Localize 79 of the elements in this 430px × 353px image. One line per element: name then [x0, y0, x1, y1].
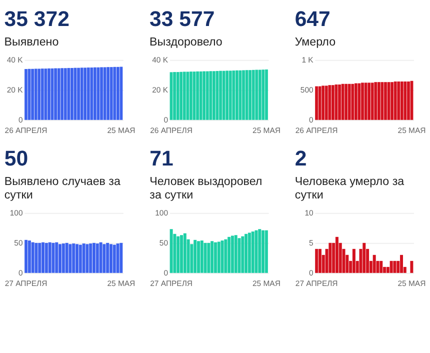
x-tick-label: 25 МАЯ: [398, 126, 426, 135]
x-tick-label: 26 АПРЕЛЯ: [150, 126, 192, 135]
y-tick-label: 500: [300, 85, 314, 94]
y-tick-label: 1 K: [302, 55, 314, 64]
y-tick-label: 0: [18, 268, 23, 278]
chart-subtitle: Выздоровело: [150, 35, 222, 48]
chart-title: 33 577: [150, 6, 215, 31]
y-tick-label: 0: [308, 268, 314, 278]
bar: [318, 248, 322, 273]
x-tick-label: 26 АПРЕЛЯ: [4, 126, 48, 135]
y-tick-label: 40 K: [6, 55, 24, 64]
y-tick-label: 100: [10, 208, 23, 218]
bar: [352, 248, 356, 273]
y-tick-label: 100: [155, 208, 168, 218]
bar: [241, 236, 244, 273]
bar: [372, 254, 376, 273]
y-tick-label: 0: [18, 115, 23, 124]
x-tick-label: 25 МАЯ: [252, 279, 280, 288]
y-tick-label: 40 K: [152, 55, 169, 64]
chart-title: 647: [294, 6, 330, 31]
bar: [214, 242, 217, 273]
bar: [194, 240, 197, 273]
x-tick-label: 25 МАЯ: [398, 279, 426, 288]
x-tick-label: 27 АПРЕЛЯ: [150, 279, 193, 288]
chart-subtitle: Выявлено случаев за сутки: [4, 174, 122, 202]
bar: [262, 230, 265, 273]
bar: [183, 233, 186, 273]
y-tick-label: 20 K: [152, 85, 169, 94]
y-tick-label: 10: [304, 208, 314, 218]
chart-subtitle: Человека умерло за сутки: [294, 174, 405, 202]
x-tick-label: 26 АПРЕЛЯ: [295, 126, 338, 135]
y-tick-label: 0: [164, 268, 168, 278]
bar: [335, 236, 338, 273]
bar: [315, 248, 318, 273]
bar: [400, 254, 404, 273]
bar: [238, 238, 241, 273]
bar: [380, 260, 383, 273]
bar: [170, 229, 173, 273]
chart-title: 35 372: [4, 6, 70, 31]
y-tick-label: 5: [308, 238, 314, 248]
bar: [248, 232, 251, 273]
x-tick-label: 25 МАЯ: [107, 126, 136, 135]
x-tick-label: 27 АПРЕЛЯ: [4, 279, 48, 288]
bar: [204, 242, 207, 273]
y-tick-label: 50: [159, 238, 168, 248]
chart-title: 71: [150, 146, 174, 170]
bar: [224, 239, 228, 273]
bar: [220, 240, 224, 273]
bar: [176, 236, 180, 273]
bar: [234, 235, 238, 273]
bar: [328, 242, 332, 273]
bar: [228, 236, 231, 273]
bar: [390, 260, 393, 273]
chart-title: 2: [294, 146, 307, 170]
chart-subtitle: Человек выздоровел за сутки: [150, 174, 262, 202]
bar: [180, 235, 183, 273]
y-tick-label: 20 K: [6, 85, 24, 94]
bar: [196, 241, 200, 273]
y-tick-label: 0: [164, 115, 168, 124]
bar: [217, 242, 220, 273]
bar: [200, 240, 204, 273]
bar: [264, 230, 268, 273]
bar: [207, 242, 210, 273]
bar: [244, 234, 248, 273]
bar: [230, 236, 234, 273]
bar: [258, 229, 262, 273]
bar: [251, 232, 254, 273]
bar: [410, 260, 414, 273]
x-tick-label: 25 МАЯ: [252, 126, 280, 135]
bar: [210, 241, 214, 273]
x-tick-label: 27 АПРЕЛЯ: [295, 279, 338, 288]
chart-subtitle: Выявлено: [4, 35, 59, 48]
bar: [362, 242, 366, 273]
bar: [393, 260, 396, 273]
chart-subtitle: Умерло: [294, 35, 336, 48]
y-tick-label: 0: [308, 115, 314, 124]
bar: [254, 230, 258, 273]
y-tick-label: 50: [14, 238, 23, 248]
x-tick-label: 25 МАЯ: [107, 279, 136, 288]
